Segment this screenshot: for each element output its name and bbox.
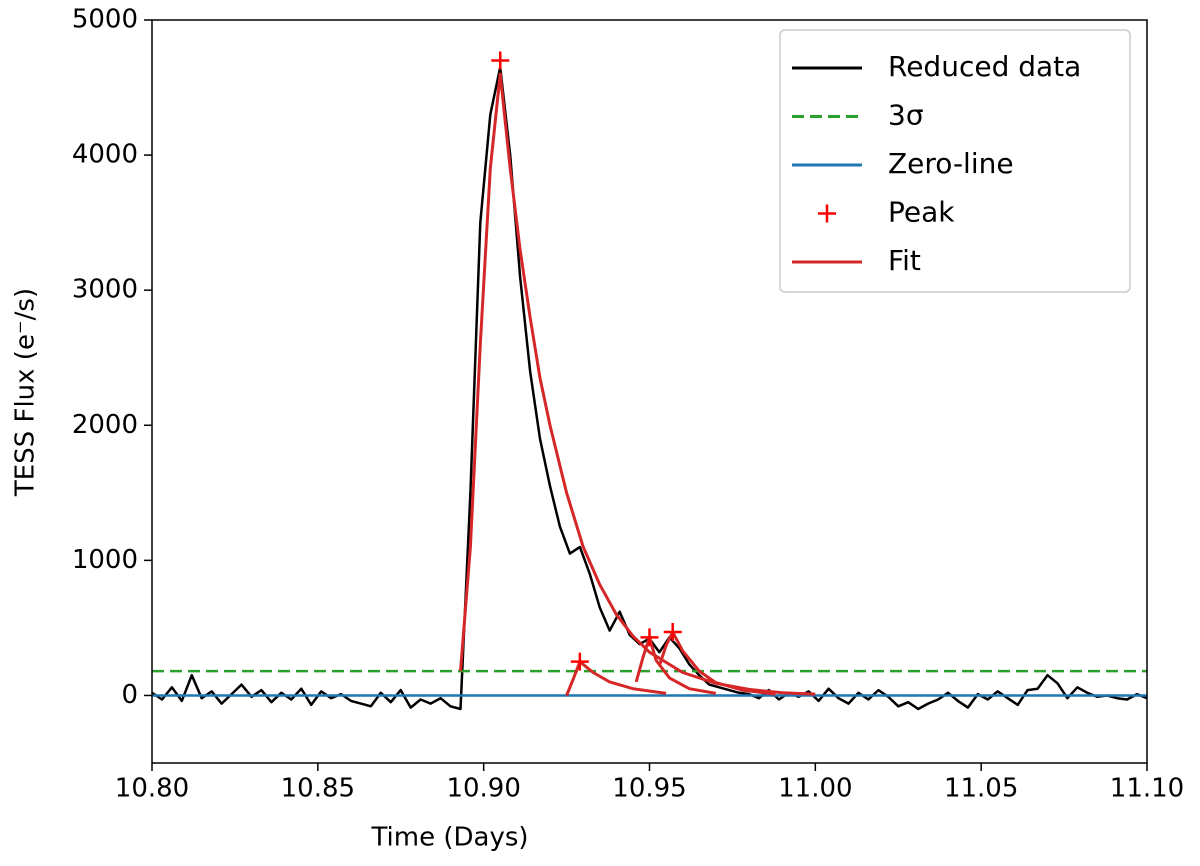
peak-marker <box>491 51 510 70</box>
x-tick-label: 11.10 <box>1110 774 1184 804</box>
x-tick-label: 11.05 <box>944 774 1018 804</box>
legend-label: Fit <box>888 244 921 277</box>
legend-label: Peak <box>888 196 955 229</box>
y-axis-label: TESS Flux (e⁻/s) <box>11 288 41 497</box>
y-tick-label: 4000 <box>72 140 138 170</box>
x-tick-label: 10.85 <box>281 774 355 804</box>
plot-frame <box>151 19 1148 764</box>
legend-label: Zero-line <box>888 147 1014 180</box>
peak-marker <box>818 204 836 223</box>
peak-marker <box>570 652 589 671</box>
y-tick-label: 0 <box>121 680 138 710</box>
legend-box <box>779 29 1131 293</box>
y-tick-label: 5000 <box>72 5 138 35</box>
legend: Reduced data 3σ Zero-line Peak Fit <box>779 29 1131 293</box>
legend-label: Reduced data <box>888 50 1081 83</box>
x-tick-label: 11.00 <box>778 774 852 804</box>
peak-marker <box>663 622 682 641</box>
y-tick-label: 1000 <box>72 545 138 575</box>
legend-label: 3σ <box>888 99 924 132</box>
x-tick-label: 10.95 <box>612 774 686 804</box>
x-tick-label: 10.90 <box>446 774 520 804</box>
x-axis-label: Time (Days) <box>370 823 528 853</box>
x-tick-label: 10.80 <box>115 774 189 804</box>
peak-marker <box>640 628 659 647</box>
y-tick-label: 3000 <box>72 275 138 305</box>
series-line <box>459 72 816 697</box>
y-tick-label: 2000 <box>72 410 138 440</box>
